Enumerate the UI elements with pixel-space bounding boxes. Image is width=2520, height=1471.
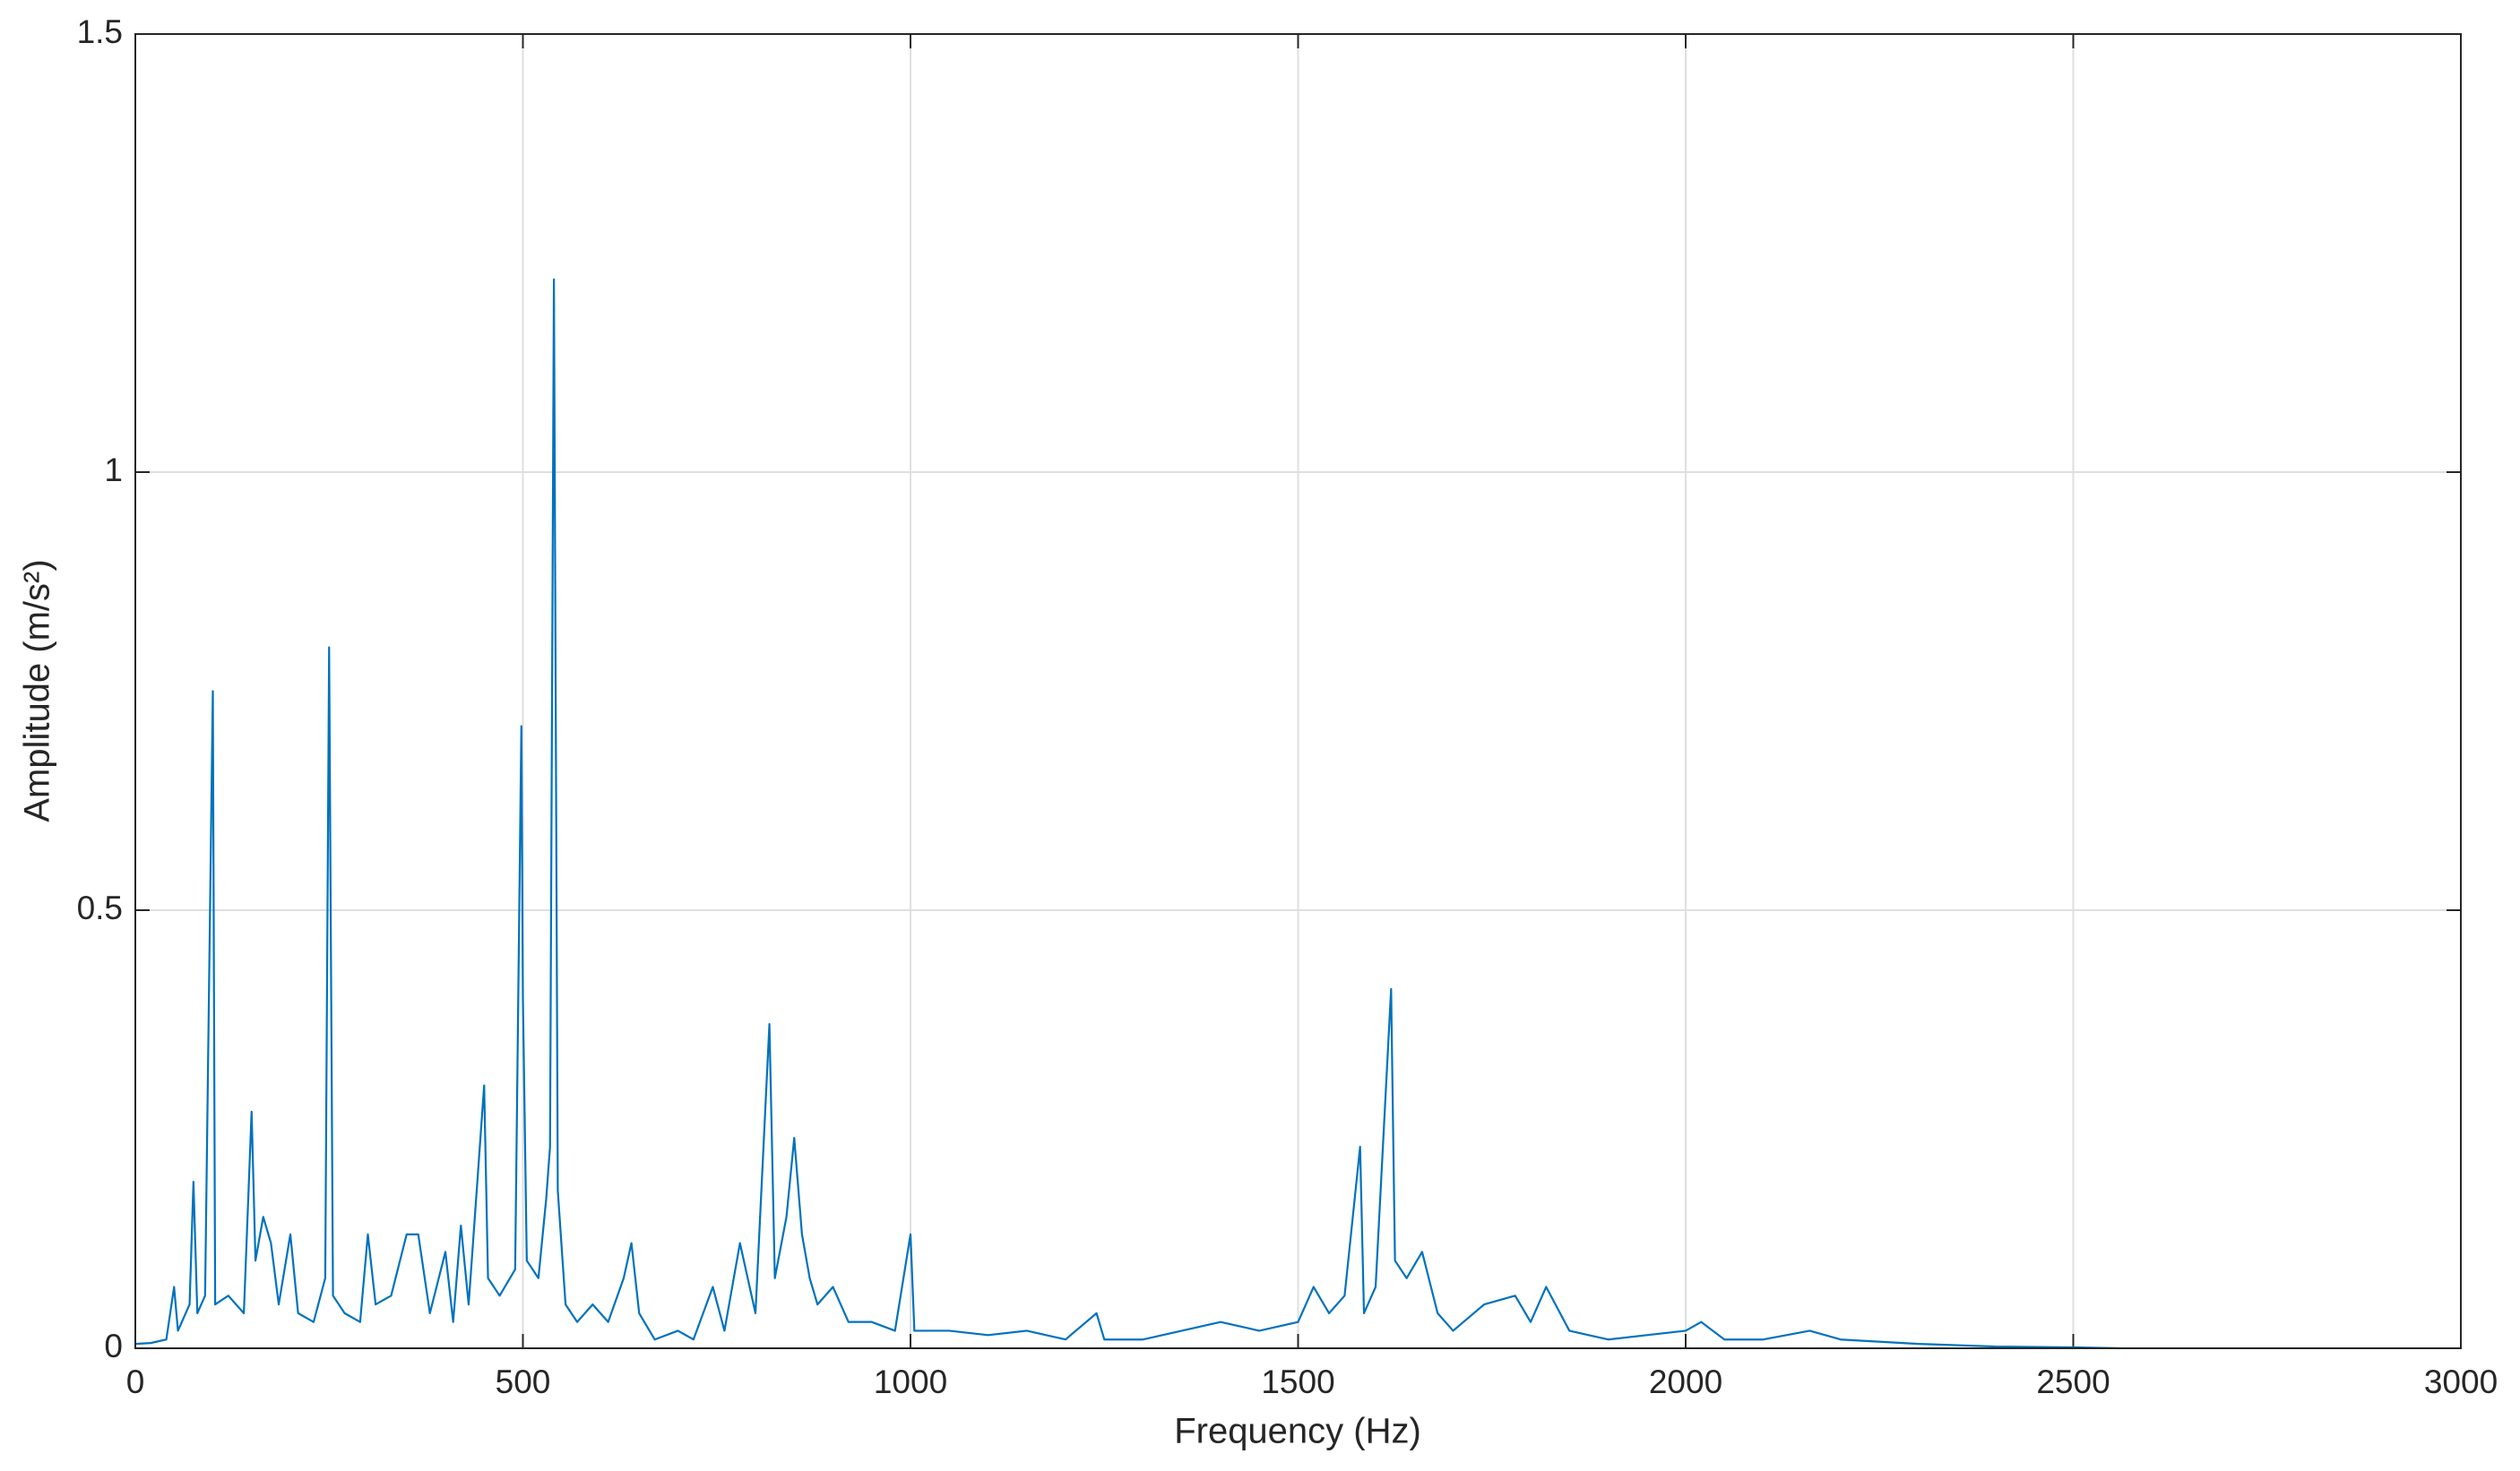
y-tick-label: 0.5 bbox=[77, 890, 123, 926]
y-tick-label: 1 bbox=[104, 452, 123, 488]
x-axis-label: Frequency (Hz) bbox=[1174, 1412, 1421, 1451]
x-tick-label: 0 bbox=[126, 1363, 145, 1400]
x-tick-label: 2000 bbox=[1649, 1363, 1722, 1400]
y-axis-label: Amplitude (m/s²) bbox=[18, 559, 57, 822]
y-tick-label: 1.5 bbox=[77, 13, 123, 50]
plot-frame bbox=[134, 33, 2462, 1349]
x-tick-label: 3000 bbox=[2424, 1363, 2498, 1400]
x-tick-label: 500 bbox=[496, 1363, 551, 1400]
x-tick-label: 1000 bbox=[874, 1363, 947, 1400]
x-tick-label: 2500 bbox=[2036, 1363, 2110, 1400]
spectrum-line bbox=[134, 278, 2120, 1350]
x-tick-label: 1500 bbox=[1261, 1363, 1334, 1400]
y-tick-label: 0 bbox=[104, 1328, 123, 1364]
